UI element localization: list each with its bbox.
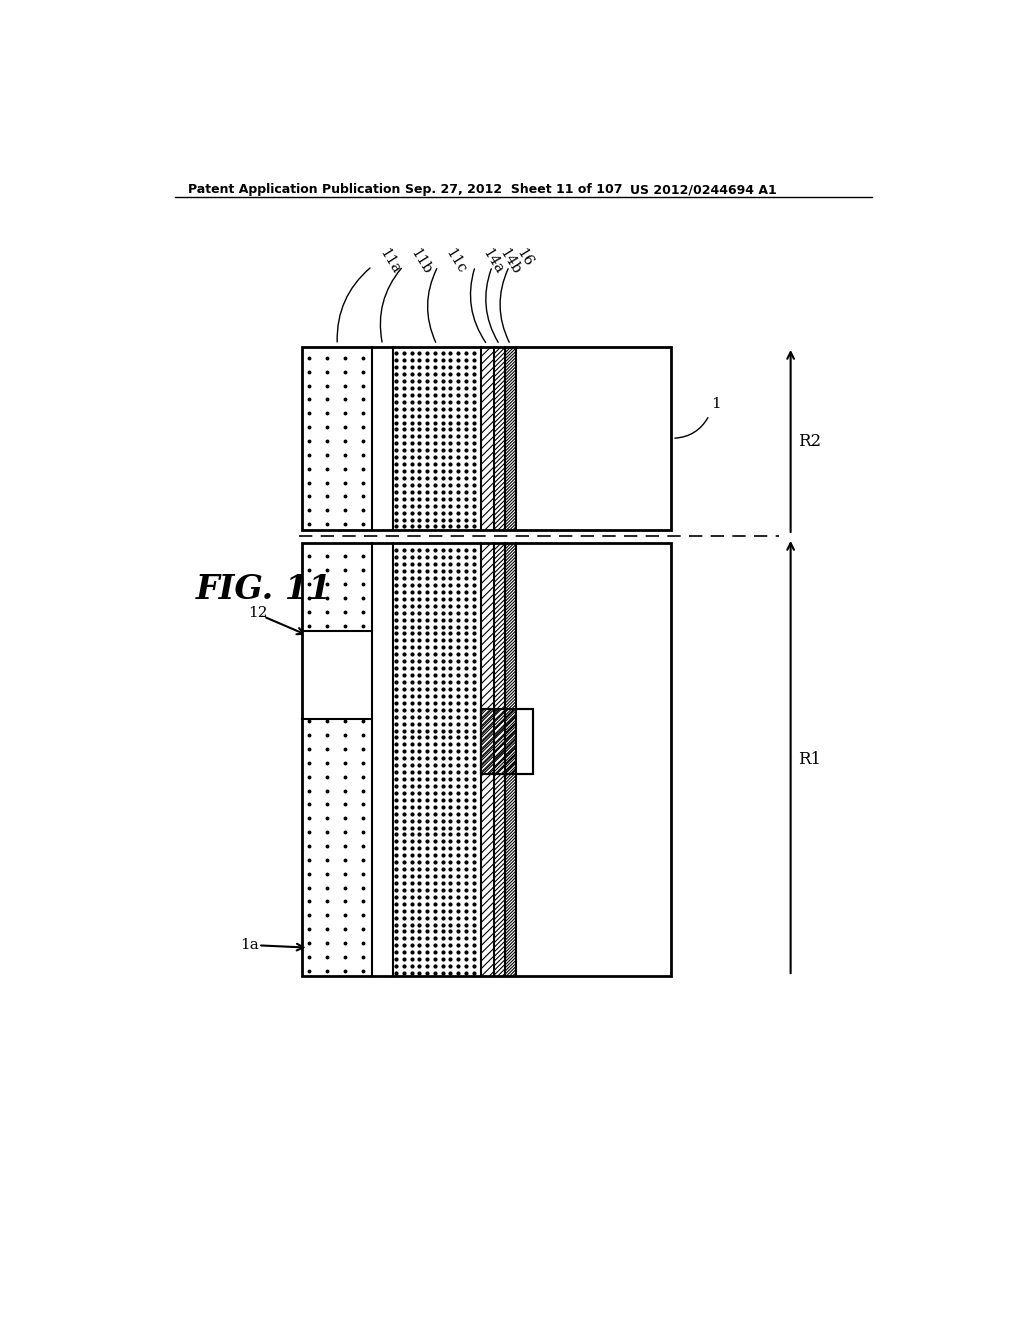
Text: 1a: 1a <box>241 939 259 952</box>
Bar <box>515 544 671 977</box>
Bar <box>372 347 393 529</box>
Bar <box>372 544 393 977</box>
Text: FIG. 11: FIG. 11 <box>197 573 333 606</box>
Text: 9: 9 <box>562 714 571 727</box>
Text: 1b: 1b <box>578 812 597 826</box>
Bar <box>515 347 671 529</box>
Text: Sep. 27, 2012  Sheet 11 of 107: Sep. 27, 2012 Sheet 11 of 107 <box>406 183 623 197</box>
Bar <box>302 544 671 977</box>
Text: 1: 1 <box>712 397 721 412</box>
Text: 12: 12 <box>248 606 267 619</box>
Text: 11b: 11b <box>408 246 434 276</box>
Text: 16: 16 <box>514 246 536 269</box>
Text: 11a: 11a <box>377 246 403 276</box>
Bar <box>480 709 532 775</box>
Text: 11c: 11c <box>442 246 469 276</box>
Text: Patent Application Publication: Patent Application Publication <box>188 183 400 197</box>
Text: 14b: 14b <box>497 246 523 276</box>
Bar <box>515 709 532 775</box>
Text: US 2012/0244694 A1: US 2012/0244694 A1 <box>630 183 777 197</box>
Text: R1: R1 <box>799 751 821 768</box>
Bar <box>480 709 532 775</box>
Text: 14a: 14a <box>480 246 506 276</box>
Bar <box>302 631 372 719</box>
Bar <box>302 347 671 529</box>
Text: R2: R2 <box>799 433 821 450</box>
